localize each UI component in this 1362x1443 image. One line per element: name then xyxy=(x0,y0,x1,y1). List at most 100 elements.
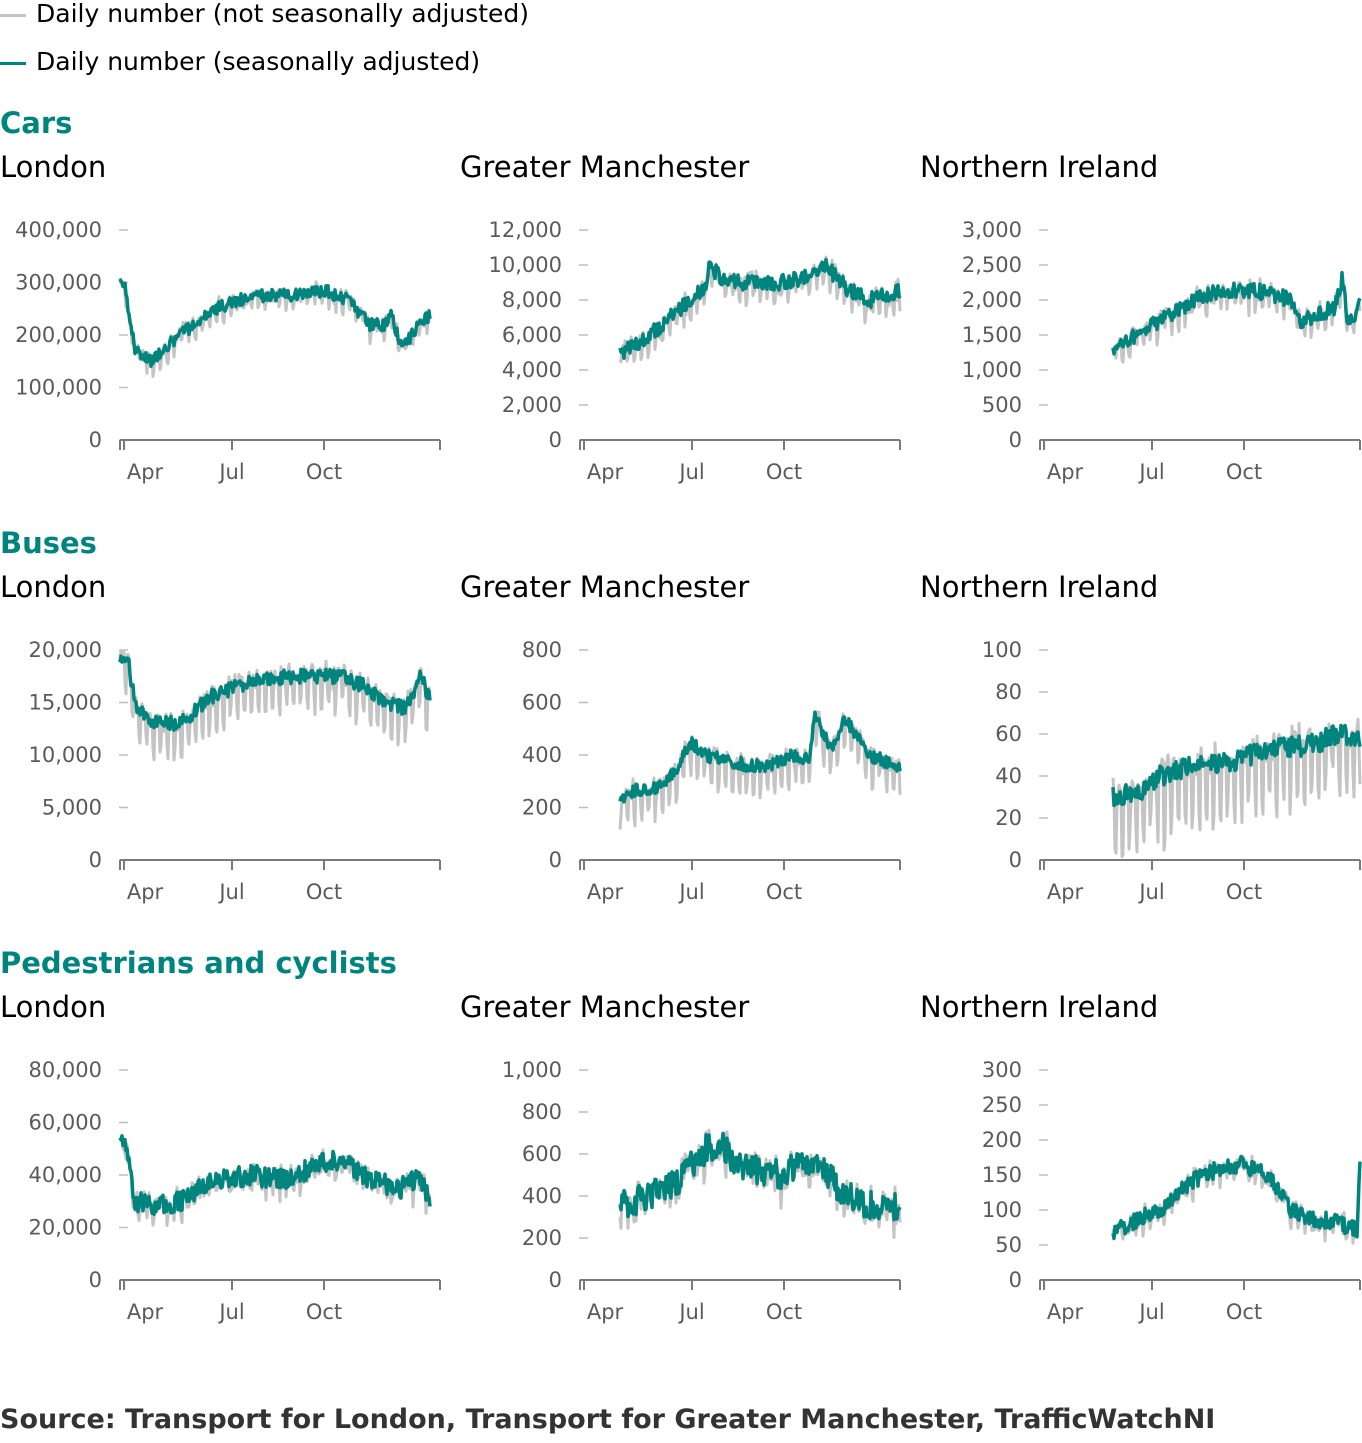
chart-3: 0 5,000 10,000 15,000 20,000 Apr Jul Oct xyxy=(29,638,441,904)
legend-item-seasonally-adjusted: Daily number (seasonally adjusted) xyxy=(0,48,480,76)
y-tick-label: 100,000 xyxy=(15,376,102,400)
x-tick-label: Jul xyxy=(677,880,704,904)
legend-label: Daily number (seasonally adjusted) xyxy=(36,47,481,76)
y-tick-label: 0 xyxy=(549,428,562,452)
y-tick-label: 0 xyxy=(89,1268,102,1292)
y-tick-label: 10,000 xyxy=(489,253,562,277)
y-tick-label: 300 xyxy=(982,1058,1022,1082)
series-line-seasonally-adjusted xyxy=(1111,1154,1362,1241)
y-tick-label: 1,000 xyxy=(962,358,1022,382)
legend-item-not-seasonally-adjusted: Daily number (not seasonally adjusted) xyxy=(0,0,529,28)
y-tick-label: 0 xyxy=(89,848,102,872)
panel-title-cars-greater-manchester: Greater Manchester xyxy=(460,150,750,184)
y-tick-label: 800 xyxy=(522,638,562,662)
y-tick-label: 1,000 xyxy=(502,1058,562,1082)
legend-swatch-teal xyxy=(0,61,26,65)
y-tick-label: 0 xyxy=(549,848,562,872)
x-tick-label: Apr xyxy=(587,460,624,484)
y-tick-label: 600 xyxy=(522,1142,562,1166)
x-tick-label: Oct xyxy=(1226,460,1262,484)
x-tick-label: Jul xyxy=(217,460,244,484)
y-tick-label: 60 xyxy=(995,722,1022,746)
x-tick-label: Jul xyxy=(677,1300,704,1324)
section-title-pedestrians-cyclists: Pedestrians and cyclists xyxy=(0,946,397,980)
y-tick-label: 20,000 xyxy=(29,638,102,662)
series-line-seasonally-adjusted xyxy=(618,710,902,804)
panel-title-ped-london: London xyxy=(0,990,107,1024)
y-tick-label: 40,000 xyxy=(29,1163,102,1187)
y-tick-label: 800 xyxy=(522,1100,562,1124)
y-tick-label: 3,000 xyxy=(962,218,1022,242)
x-tick-label: Apr xyxy=(587,1300,624,1324)
y-tick-label: 6,000 xyxy=(502,323,562,347)
y-tick-label: 2,000 xyxy=(502,393,562,417)
x-tick-label: Oct xyxy=(306,1300,342,1324)
y-tick-label: 0 xyxy=(89,428,102,452)
x-tick-label: Apr xyxy=(127,460,164,484)
panel-title-buses-greater-manchester: Greater Manchester xyxy=(460,570,750,604)
y-tick-label: 300,000 xyxy=(15,271,102,295)
section-title-buses: Buses xyxy=(0,526,97,560)
y-tick-label: 10,000 xyxy=(29,743,102,767)
x-tick-label: Apr xyxy=(1047,460,1084,484)
x-tick-label: Jul xyxy=(677,460,704,484)
y-tick-label: 200 xyxy=(982,1128,1022,1152)
chart-1: 0 2,000 4,000 6,000 8,000 10,000 12,000 Apr Jul O… xyxy=(489,218,902,484)
y-tick-label: 400 xyxy=(522,743,562,767)
y-tick-label: 150 xyxy=(982,1163,1022,1187)
x-tick-label: Jul xyxy=(1137,460,1164,484)
x-tick-label: Apr xyxy=(1047,880,1084,904)
series-line-seasonally-adjusted xyxy=(1111,270,1362,356)
chart-4: 0 200 400 600 800 Apr Jul Oct xyxy=(522,638,902,904)
y-tick-label: 100 xyxy=(982,638,1022,662)
y-tick-label: 20 xyxy=(995,806,1022,830)
series-line-not-seasonally-adjusted xyxy=(618,255,902,364)
x-tick-label: Oct xyxy=(306,880,342,904)
panel-title-cars-northern-ireland: Northern Ireland xyxy=(920,150,1159,184)
chart-6: 0 20,000 40,000 60,000 80,000 Apr Jul Oct xyxy=(29,1058,441,1324)
series-line-seasonally-adjusted xyxy=(118,1134,432,1217)
x-tick-label: Apr xyxy=(127,1300,164,1324)
y-tick-label: 400,000 xyxy=(15,218,102,242)
y-tick-label: 200 xyxy=(522,796,562,820)
y-tick-label: 200,000 xyxy=(15,323,102,347)
x-tick-label: Jul xyxy=(217,880,244,904)
y-tick-label: 15,000 xyxy=(29,691,102,715)
series-line-seasonally-adjusted xyxy=(118,654,432,732)
series-line-seasonally-adjusted xyxy=(618,257,902,360)
legend-swatch-grey xyxy=(0,13,26,17)
x-tick-label: Jul xyxy=(1137,880,1164,904)
series-line-seasonally-adjusted xyxy=(118,278,432,368)
series-line-seasonally-adjusted xyxy=(618,1131,902,1222)
y-tick-label: 40 xyxy=(995,764,1022,788)
y-tick-label: 250 xyxy=(982,1093,1022,1117)
x-tick-label: Oct xyxy=(1226,1300,1262,1324)
y-tick-label: 50 xyxy=(995,1233,1022,1257)
panel-title-ped-greater-manchester: Greater Manchester xyxy=(460,990,750,1024)
x-tick-label: Oct xyxy=(1226,880,1262,904)
y-tick-label: 0 xyxy=(1009,848,1022,872)
panel-title-buses-northern-ireland: Northern Ireland xyxy=(920,570,1159,604)
y-tick-label: 80 xyxy=(995,680,1022,704)
y-tick-label: 2,500 xyxy=(962,253,1022,277)
legend-label: Daily number (not seasonally adjusted) xyxy=(36,0,530,28)
chart-8: 0 50 100 150 200 250 300 Apr Jul Oct xyxy=(982,1058,1362,1324)
y-tick-label: 0 xyxy=(549,1268,562,1292)
panel-title-buses-london: London xyxy=(0,570,107,604)
y-tick-label: 100 xyxy=(982,1198,1022,1222)
x-tick-label: Oct xyxy=(766,460,802,484)
y-tick-label: 400 xyxy=(522,1184,562,1208)
source-note: Source: Transport for London, Transport … xyxy=(0,1404,1216,1435)
y-tick-label: 200 xyxy=(522,1226,562,1250)
y-tick-label: 0 xyxy=(1009,1268,1022,1292)
y-tick-label: 4,000 xyxy=(502,358,562,382)
panel-title-ped-northern-ireland: Northern Ireland xyxy=(920,990,1159,1024)
x-tick-label: Oct xyxy=(306,460,342,484)
x-tick-label: Oct xyxy=(766,1300,802,1324)
y-tick-label: 60,000 xyxy=(29,1111,102,1135)
y-tick-label: 1,500 xyxy=(962,323,1022,347)
y-tick-label: 12,000 xyxy=(489,218,562,242)
y-tick-label: 0 xyxy=(1009,428,1022,452)
x-tick-label: Oct xyxy=(766,880,802,904)
